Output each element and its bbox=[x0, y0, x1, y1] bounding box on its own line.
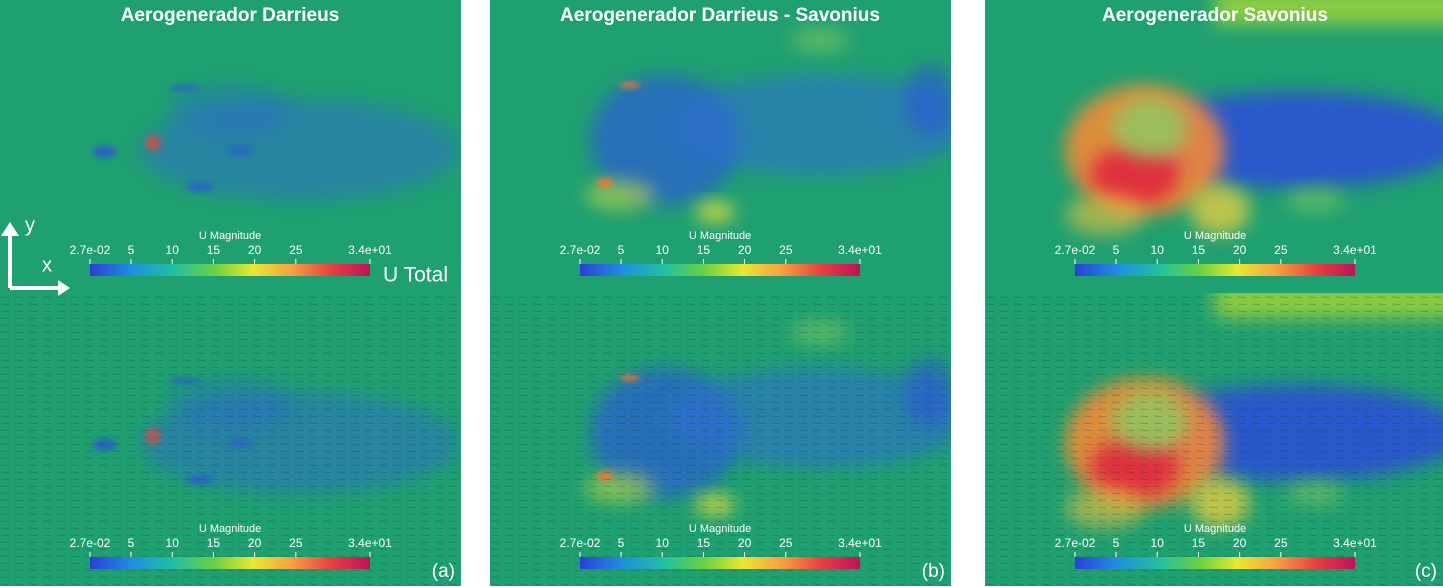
flow-feature bbox=[670, 75, 951, 175]
colorbar-tick-label: 3.4e+01 bbox=[1333, 243, 1377, 257]
panel: U Magnitude 2.7e-02 5 10 15 20 25 3.4e+01 U Magn… bbox=[0, 0, 461, 586]
colorbar-tick-label: 20 bbox=[738, 243, 752, 257]
colorbar-tick-label: 3.4e+01 bbox=[1333, 536, 1377, 550]
flow-feature bbox=[695, 202, 735, 222]
colorbar bbox=[580, 264, 860, 276]
flow-field bbox=[985, 293, 1443, 586]
colorbar-tick-label: 25 bbox=[289, 243, 303, 257]
flow-field bbox=[490, 0, 951, 293]
colorbar-tick-label: 10 bbox=[656, 243, 670, 257]
axes-icon: yx bbox=[1, 214, 70, 296]
colorbar-tick-label: 15 bbox=[1192, 536, 1206, 550]
colorbar-tick-label: 5 bbox=[618, 536, 625, 550]
colorbar-title: U Magnitude bbox=[689, 523, 751, 535]
panel-label: (b) bbox=[922, 561, 945, 582]
colorbar bbox=[1075, 557, 1355, 569]
panel-label: (c) bbox=[1415, 561, 1437, 582]
flow-feature bbox=[585, 180, 655, 210]
field-label: U Total bbox=[383, 264, 448, 287]
colorbar-tick-label: 20 bbox=[248, 536, 262, 550]
colorbar-tick-label: 20 bbox=[1233, 536, 1247, 550]
vector-glyphs bbox=[0, 293, 461, 586]
panel-title: Aerogenerador Darrieus bbox=[121, 5, 340, 26]
flow-field bbox=[0, 0, 461, 293]
colorbar-tick-label: 5 bbox=[618, 243, 625, 257]
inflow-strip bbox=[1215, 0, 1443, 25]
colorbar-tick-label: 2.7e-02 bbox=[1055, 536, 1096, 550]
flow-feature bbox=[170, 85, 290, 135]
flow-feature bbox=[790, 28, 850, 52]
flow-feature bbox=[145, 135, 161, 151]
vector-glyphs bbox=[490, 293, 951, 586]
panel-title: Aerogenerador Darrieus - Savonius bbox=[560, 5, 880, 26]
colorbar-tick-label: 15 bbox=[697, 243, 711, 257]
axis-arrows bbox=[8, 232, 62, 290]
panel: U Magnitude 2.7e-02 5 10 15 20 25 3.4e+01 U Magn… bbox=[985, 0, 1443, 586]
colorbar-tick-label: 3.4e+01 bbox=[348, 536, 392, 550]
colorbar-tick-label: 2.7e-02 bbox=[70, 243, 111, 257]
colorbar-title: U Magnitude bbox=[199, 230, 261, 242]
flow-feature bbox=[620, 82, 640, 88]
flow-feature bbox=[1190, 185, 1250, 235]
flow-feature bbox=[169, 85, 201, 91]
colorbar-title: U Magnitude bbox=[1184, 230, 1246, 242]
colorbar-tick-label: 10 bbox=[166, 243, 180, 257]
colorbar-tick-label: 10 bbox=[656, 536, 670, 550]
colorbar bbox=[90, 557, 370, 569]
colorbar-title: U Magnitude bbox=[1184, 523, 1246, 535]
colorbar-tick-label: 25 bbox=[289, 536, 303, 550]
flow-feature bbox=[1112, 98, 1188, 158]
colorbar-title: U Magnitude bbox=[689, 230, 751, 242]
colorbar bbox=[580, 557, 860, 569]
colorbar-tick-label: 15 bbox=[207, 243, 221, 257]
colorbar-tick-label: 25 bbox=[1274, 243, 1288, 257]
flow-field bbox=[985, 0, 1443, 293]
colorbar bbox=[90, 264, 370, 276]
flow-field bbox=[0, 293, 461, 586]
colorbar-tick-label: 5 bbox=[128, 243, 135, 257]
flow-feature bbox=[1285, 188, 1345, 212]
colorbar-tick-label: 20 bbox=[738, 536, 752, 550]
flow-feature bbox=[186, 183, 214, 191]
colorbar-tick-label: 25 bbox=[779, 243, 793, 257]
colorbar-tick-label: 20 bbox=[1233, 243, 1247, 257]
colorbar-tick-label: 3.4e+01 bbox=[348, 243, 392, 257]
colorbar-tick-label: 2.7e-02 bbox=[70, 536, 111, 550]
colorbar bbox=[1075, 264, 1355, 276]
colorbar-tick-label: 25 bbox=[1274, 536, 1288, 550]
panel-title: Aerogenerador Savonius bbox=[1102, 5, 1328, 26]
flow-feature bbox=[905, 65, 951, 135]
colorbar-tick-label: 15 bbox=[697, 536, 711, 550]
vector-glyphs bbox=[985, 293, 1443, 586]
panel: U Magnitude 2.7e-02 5 10 15 20 25 3.4e+01 U Magn… bbox=[490, 0, 951, 586]
flow-feature bbox=[597, 179, 613, 187]
colorbar-tick-label: 2.7e-02 bbox=[1055, 243, 1096, 257]
axis-x-label: x bbox=[42, 254, 52, 276]
colorbar-tick-label: 20 bbox=[248, 243, 262, 257]
colorbar-tick-label: 10 bbox=[166, 536, 180, 550]
flow-field bbox=[490, 293, 951, 586]
arrow-head bbox=[1, 222, 70, 296]
colorbar-tick-label: 15 bbox=[207, 536, 221, 550]
flow-feature bbox=[1090, 145, 1180, 205]
flow-feature bbox=[93, 146, 117, 158]
colorbar-tick-label: 2.7e-02 bbox=[560, 243, 601, 257]
colorbar-tick-label: 5 bbox=[1113, 536, 1120, 550]
colorbar-tick-label: 10 bbox=[1151, 243, 1165, 257]
colorbar-tick-label: 15 bbox=[1192, 243, 1206, 257]
panel-label: (a) bbox=[432, 561, 455, 582]
axis-y-label: y bbox=[25, 214, 35, 236]
flow-feature bbox=[228, 145, 252, 155]
colorbar-tick-label: 2.7e-02 bbox=[560, 536, 601, 550]
colorbar-title: U Magnitude bbox=[199, 523, 261, 535]
colorbar-tick-label: 5 bbox=[1113, 243, 1120, 257]
colorbar-tick-label: 10 bbox=[1151, 536, 1165, 550]
colorbar-tick-label: 3.4e+01 bbox=[838, 536, 882, 550]
colorbar-tick-label: 3.4e+01 bbox=[838, 243, 882, 257]
flow-feature bbox=[1065, 195, 1145, 235]
colorbar-tick-label: 5 bbox=[128, 536, 135, 550]
colorbar-tick-label: 25 bbox=[779, 536, 793, 550]
